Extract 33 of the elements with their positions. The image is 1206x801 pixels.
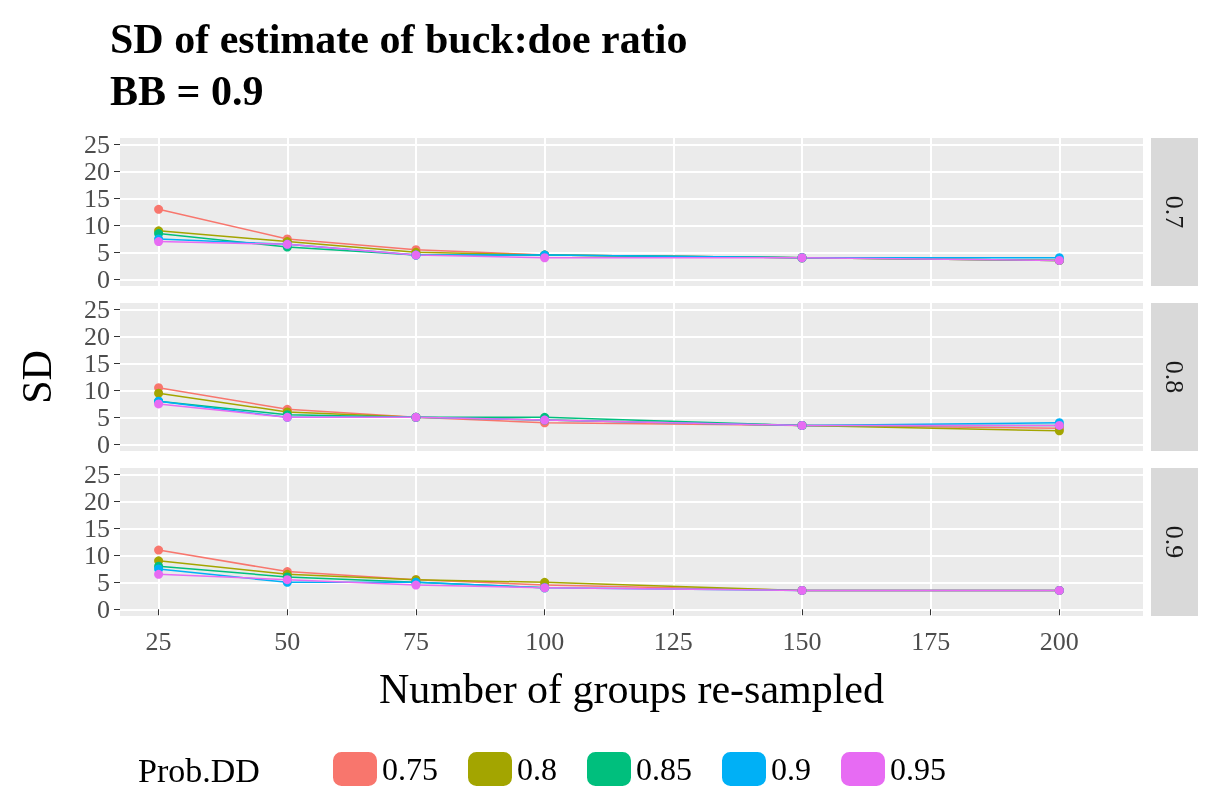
y-tick-label: 5 xyxy=(97,567,110,597)
x-tick-label: 100 xyxy=(525,626,565,656)
chart-title: SD of estimate of buck:doe ratio xyxy=(110,16,688,62)
y-tick-label: 0 xyxy=(97,429,110,459)
y-tick-label: 0 xyxy=(97,264,110,294)
x-tick-label: 25 xyxy=(145,626,172,656)
x-tick-label: 50 xyxy=(274,626,301,656)
legend-label: 0.9 xyxy=(771,751,811,787)
y-tick-label: 0 xyxy=(97,594,110,624)
y-tick-label: 25 xyxy=(84,460,110,490)
y-tick-label: 20 xyxy=(84,322,110,352)
legend-label: 0.85 xyxy=(636,751,692,787)
legend-title: Prob.DD xyxy=(138,751,260,789)
y-tick-label: 20 xyxy=(84,487,110,517)
y-tick-label: 20 xyxy=(84,157,110,187)
y2-axis-title: 0.8 xyxy=(1160,360,1189,394)
x-tick-label: 200 xyxy=(1039,626,1079,656)
x-axis-title: Number of groups re-sampled xyxy=(378,666,885,712)
y-tick-label: 25 xyxy=(84,130,110,160)
y-tick-label: 25 xyxy=(84,295,110,325)
chart-subtitle: BB = 0.9 xyxy=(110,68,264,114)
x-tick-label: 125 xyxy=(653,626,693,656)
y2-axis-title: 0.7 xyxy=(1160,195,1189,229)
legend-label: 0.8 xyxy=(517,751,557,787)
y-tick-label: 5 xyxy=(97,237,110,267)
legend-label: 0.95 xyxy=(890,751,946,787)
y-axis-title: SD xyxy=(14,350,60,404)
x-tick-label: 175 xyxy=(911,626,951,656)
y-tick-label: 5 xyxy=(97,402,110,432)
y2-axis-title: 0.9 xyxy=(1160,525,1189,559)
x-tick-label: 75 xyxy=(402,626,429,656)
legend-label: 0.75 xyxy=(382,751,438,787)
x-tick-label: 150 xyxy=(782,626,822,656)
